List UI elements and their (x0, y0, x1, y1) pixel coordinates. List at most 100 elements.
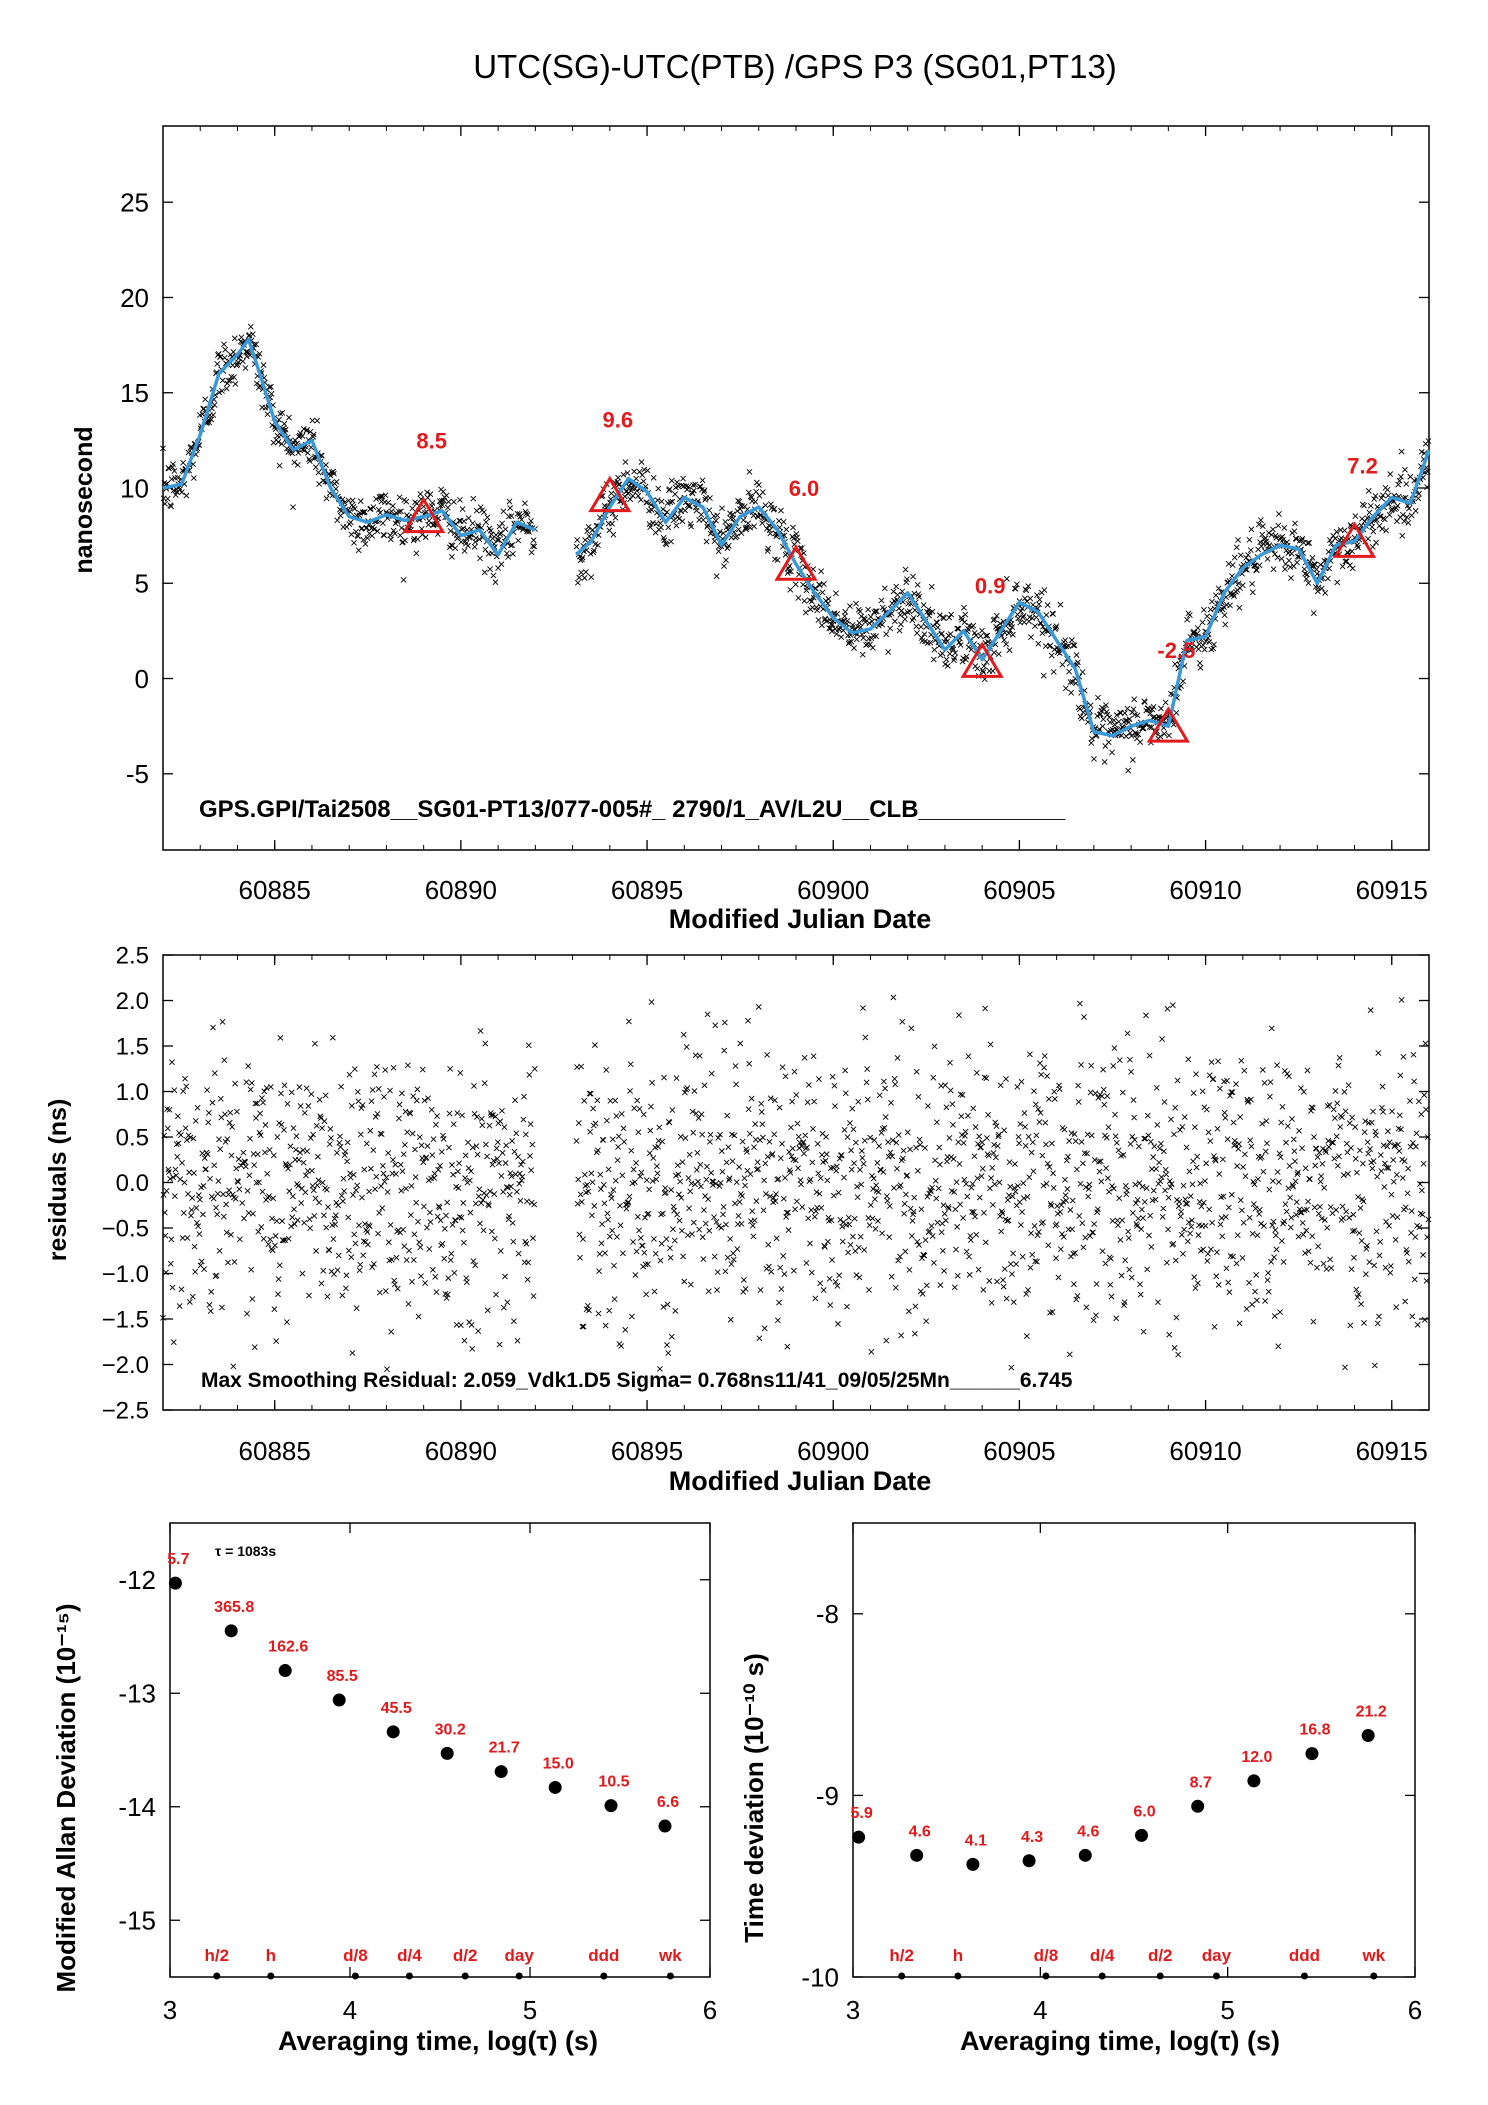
residual-point (1023, 1333, 1030, 1340)
residual-point (506, 1191, 513, 1198)
residual-point (489, 1161, 496, 1168)
residual-point (373, 1173, 380, 1180)
data-point (1209, 598, 1215, 605)
residual-point (777, 1155, 784, 1162)
stability-point (966, 1857, 980, 1871)
residual-point (1321, 1184, 1328, 1191)
calibration-triangle (774, 544, 818, 581)
residual-point (999, 1210, 1006, 1217)
residual-point (468, 1168, 474, 1175)
residual-point (580, 1236, 586, 1243)
stability-point (168, 1576, 182, 1590)
residual-point (211, 1162, 218, 1169)
data-point (1150, 703, 1157, 710)
data-point (469, 520, 476, 527)
data-point (1129, 756, 1136, 763)
residual-point (1275, 1343, 1282, 1350)
residual-point (635, 1129, 642, 1136)
residual-point (742, 1286, 749, 1292)
data-point (851, 645, 857, 651)
residual-point (162, 1232, 169, 1239)
residual-point (207, 1175, 213, 1182)
data-point (377, 509, 384, 516)
residual-point (313, 1247, 320, 1254)
residual-point (706, 1138, 713, 1145)
residual-point (199, 1211, 206, 1218)
residual-point (813, 1208, 819, 1215)
residual-point (1043, 1141, 1049, 1148)
residual-point (214, 1211, 221, 1218)
residual-point (589, 1212, 595, 1219)
residual-point (509, 1220, 516, 1226)
residual-point (917, 1288, 924, 1295)
residual-point (924, 1193, 931, 1200)
residual-point (666, 1119, 673, 1126)
residual-point (930, 1074, 937, 1081)
residual-point (446, 1144, 452, 1151)
residual-point (1227, 1092, 1233, 1099)
data-point (959, 658, 966, 665)
stability-point-label: 162.6 (268, 1639, 308, 1656)
residual-point (1292, 1158, 1298, 1165)
residual-point (1346, 1120, 1353, 1127)
residual-point (409, 1278, 415, 1285)
data-point (1293, 535, 1300, 542)
residual-point (854, 1183, 860, 1190)
residual-point (590, 1105, 597, 1112)
data-point (484, 514, 491, 521)
residual-point (375, 1230, 381, 1237)
data-point (402, 537, 408, 544)
residual-point (1249, 1301, 1255, 1308)
residual-point (1296, 1127, 1303, 1134)
residual-point (382, 1288, 389, 1294)
residual-point (404, 1129, 411, 1136)
data-point (509, 542, 516, 549)
residual-point (1143, 1012, 1149, 1019)
data-point (885, 649, 892, 655)
data-point (913, 623, 920, 630)
residual-point (988, 1299, 995, 1306)
residual-point (879, 1126, 886, 1132)
residual-point (445, 1275, 452, 1282)
averaging-marker-label: d/8 (343, 1946, 368, 1965)
data-point (443, 492, 450, 499)
residual-point (292, 1146, 299, 1153)
residual-point (795, 1165, 802, 1172)
residual-point (748, 1095, 755, 1102)
data-point (1201, 646, 1208, 653)
residual-point (822, 1157, 829, 1164)
residual-point (1398, 1126, 1404, 1133)
residual-point (836, 1272, 843, 1279)
residual-point (223, 1229, 230, 1236)
residual-point (1027, 1264, 1034, 1271)
data-point (952, 650, 959, 656)
residual-point (1379, 1083, 1386, 1090)
residual-point (415, 1313, 422, 1320)
residual-point (704, 1011, 711, 1018)
data-point (1080, 709, 1087, 716)
data-point (1032, 623, 1038, 630)
data-point (983, 632, 989, 639)
data-point (531, 543, 538, 550)
data-point (658, 498, 665, 505)
residual-point (329, 1034, 336, 1041)
residual-point (1410, 1051, 1417, 1058)
averaging-marker-dot (1098, 1972, 1106, 1980)
data-point (751, 523, 758, 530)
residual-point (757, 1287, 764, 1294)
residual-point (191, 1243, 198, 1250)
data-point (585, 523, 592, 530)
residual-point (917, 1141, 924, 1148)
residual-point (703, 1176, 710, 1183)
data-point (1366, 509, 1373, 516)
residual-point (753, 1198, 760, 1205)
residual-point (1210, 1076, 1217, 1082)
residual-point (1220, 1193, 1227, 1200)
residual-point (1137, 1281, 1143, 1288)
residual-point (1282, 1201, 1289, 1208)
residual-point (696, 1052, 703, 1059)
residual-point (1194, 1153, 1201, 1160)
residual-point (315, 1177, 322, 1184)
residual-point (1191, 1274, 1198, 1281)
residual-point (1324, 1224, 1331, 1231)
